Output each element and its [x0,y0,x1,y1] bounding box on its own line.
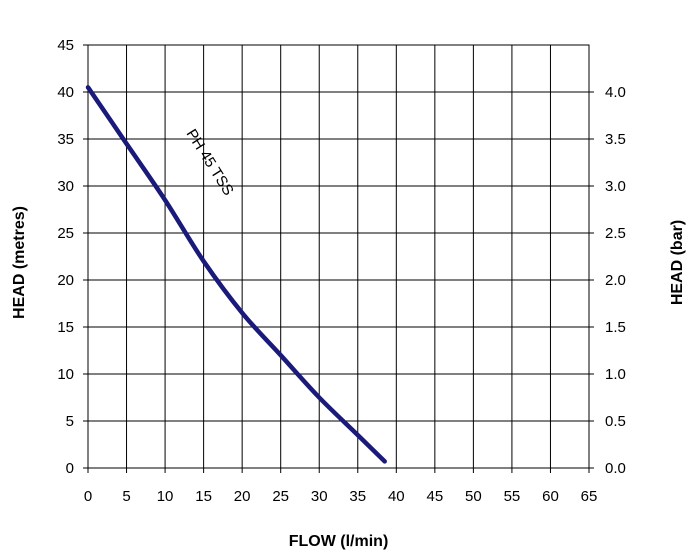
x-axis-title: FLOW (l/min) [289,533,389,550]
y2-tick-label: 4.0 [605,84,626,101]
y2-tick-label: 2.0 [605,272,626,289]
y-tick-label: 20 [57,272,74,289]
y-tick-label: 0 [66,460,74,477]
y2-tick-label: 2.5 [605,225,626,242]
y-tick-label: 30 [57,178,74,195]
y2-axis-title: HEAD (bar) [669,220,686,305]
y-tick-label: 35 [57,131,74,148]
series-line [85,85,387,464]
y2-tick-labels: 0.0 0.5 1.0 1.5 2.0 2.5 3.0 3.5 4.0 [605,84,626,477]
series-group: PH 45 TSS [85,85,387,464]
y2-tick-label: 0.0 [605,460,626,477]
x-tick-label: 50 [465,488,482,505]
y-tick-labels: 0 5 10 15 20 25 30 35 40 45 [57,37,74,477]
y2-tick-label: 1.0 [605,366,626,383]
x-tick-label: 20 [234,488,251,505]
x-tick-label: 65 [581,488,598,505]
y-tick-label: 25 [57,225,74,242]
x-tick-label: 55 [504,488,521,505]
x-tick-label: 45 [427,488,444,505]
y2-tick-label: 1.5 [605,319,626,336]
x-tick-label: 35 [349,488,366,505]
plot-frame [87,44,590,469]
y-tick-label: 5 [66,413,74,430]
y-tick-label: 15 [57,319,74,336]
x-tick-label: 30 [311,488,328,505]
x-tick-label: 5 [122,488,130,505]
grid [87,44,590,469]
y-tick-label: 40 [57,84,74,101]
x-tick-label: 60 [542,488,559,505]
y-axis-title: HEAD (metres) [11,206,28,319]
x-tick-label: 25 [272,488,289,505]
y2-tick-label: 0.5 [605,413,626,430]
y2-tick-label: 3.5 [605,131,626,148]
x-tick-label: 15 [195,488,212,505]
x-tick-label: 10 [157,488,174,505]
y2-tick-label: 3.0 [605,178,626,195]
y-tick-label: 10 [57,366,74,383]
y-tick-label: 45 [57,37,74,54]
series-label: PH 45 TSS [183,126,237,198]
x-tick-label: 0 [84,488,92,505]
x-tick-labels: 0 5 10 15 20 25 30 35 40 45 50 55 60 65 [84,488,598,505]
x-tick-label: 40 [388,488,405,505]
ticks [83,44,594,473]
